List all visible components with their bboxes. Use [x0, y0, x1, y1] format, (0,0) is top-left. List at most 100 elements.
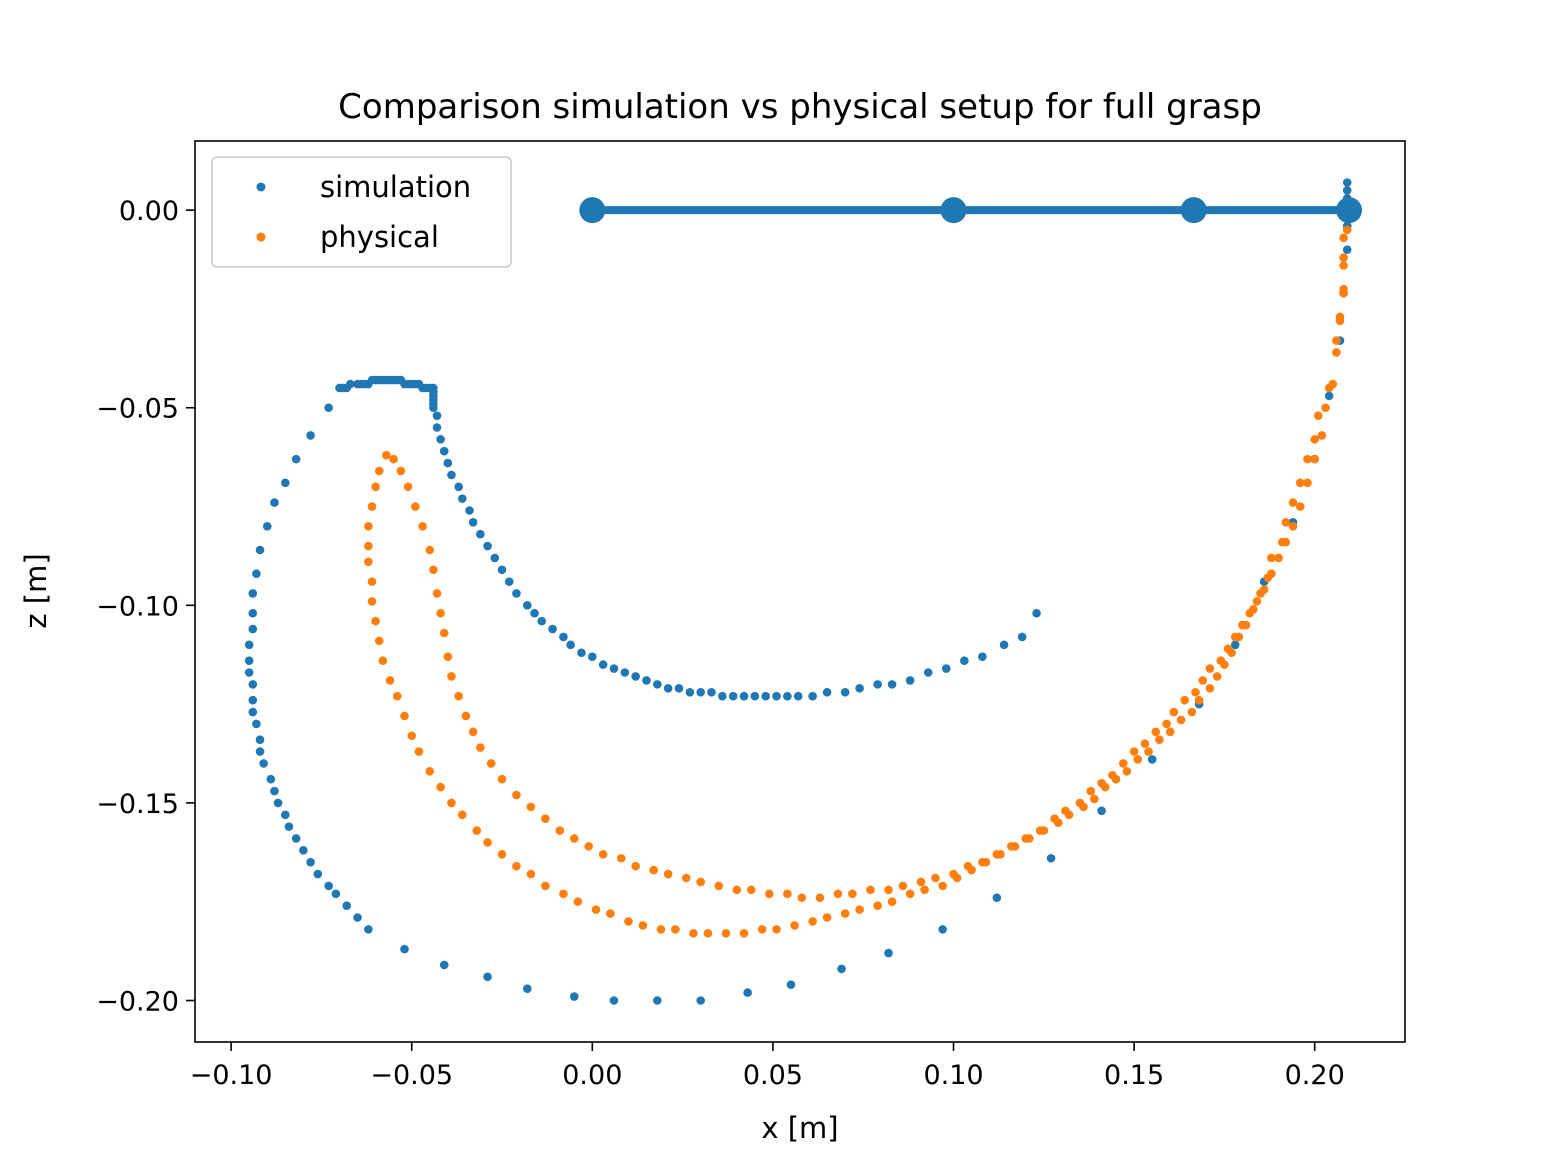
simulation-point — [530, 608, 539, 618]
physical-point — [486, 759, 496, 768]
physical-point — [411, 502, 420, 511]
physical-point — [1205, 684, 1215, 693]
physical-point — [367, 502, 377, 511]
simulation-point — [432, 423, 442, 432]
physical-point — [1086, 786, 1096, 796]
physical-point — [414, 747, 424, 756]
simulation-point — [443, 458, 453, 468]
physical-point — [616, 853, 626, 863]
physical-point — [815, 893, 825, 903]
physical-point — [1212, 672, 1222, 681]
physical-point — [1176, 715, 1186, 725]
simulation-point — [941, 664, 951, 673]
physical-point — [1122, 767, 1132, 776]
physical-point — [714, 881, 724, 891]
physical-point — [1108, 770, 1117, 780]
simulation-point — [252, 719, 261, 729]
physical-point — [598, 849, 608, 859]
physical-point — [1295, 502, 1305, 511]
x-tick-label: 0.10 — [923, 1060, 983, 1091]
simulation-point — [291, 454, 301, 464]
simulation-point — [280, 810, 290, 820]
physical-point — [497, 849, 507, 859]
simulation-point — [252, 569, 261, 579]
simulation-point — [884, 948, 893, 958]
simulation-point — [696, 687, 705, 697]
simulation-point — [642, 676, 651, 685]
simulation-point — [566, 640, 575, 650]
simulation-point — [577, 648, 586, 658]
physical-point — [671, 925, 680, 934]
physical-point — [797, 893, 807, 903]
simulation-point — [761, 691, 770, 701]
physical-point — [1295, 478, 1305, 488]
y-axis: 0.00 −0.05 −0.10 −0.15 −0.20 — [96, 196, 195, 1018]
physical-point — [1332, 336, 1341, 345]
physical-point — [400, 711, 409, 721]
physical-point — [696, 877, 705, 887]
simulation-point — [1342, 178, 1352, 187]
physical-point — [472, 826, 482, 835]
legend-marker-simulation — [256, 182, 266, 192]
physical-point — [938, 881, 947, 891]
physical-point — [1050, 814, 1059, 824]
simulation-point — [822, 687, 832, 697]
physical-point — [447, 672, 456, 681]
x-tick-label: 0.20 — [1285, 1060, 1345, 1091]
physical-point — [1198, 676, 1208, 685]
physical-point — [555, 826, 565, 835]
physical-point — [822, 913, 832, 922]
simulation-point — [840, 687, 850, 697]
simulation-point — [342, 901, 352, 910]
physical-point — [1281, 518, 1291, 527]
x-tick-label: −0.10 — [190, 1060, 273, 1091]
physical-point — [1090, 794, 1099, 804]
simulation-point — [447, 470, 456, 480]
simulation-point — [978, 652, 987, 662]
physical-point — [887, 897, 897, 907]
simulation-point — [284, 822, 294, 831]
simulation-point — [306, 857, 315, 867]
simulation-point — [291, 834, 301, 843]
simulation-point — [855, 684, 864, 693]
physical-point — [739, 929, 749, 938]
x-tick-label: 0.15 — [1104, 1060, 1164, 1091]
simulation-point — [255, 545, 265, 555]
simulation-point — [653, 680, 662, 689]
physical-point — [978, 857, 987, 867]
simulation-point — [280, 478, 290, 488]
physical-point — [385, 676, 395, 685]
plot-area — [244, 178, 1363, 1005]
physical-point — [1332, 348, 1341, 357]
simulation-point — [454, 482, 463, 492]
simulation-point — [743, 988, 752, 997]
axes-frame — [194, 140, 1406, 1043]
physical-point — [432, 589, 442, 598]
simulation-point — [663, 684, 673, 693]
physical-point — [526, 869, 536, 879]
physical-point — [447, 798, 456, 808]
simulation-point — [696, 996, 705, 1005]
physical-point — [1129, 747, 1139, 756]
simulation-point — [248, 589, 258, 598]
simulation-point — [364, 925, 373, 934]
simulation-point — [537, 616, 547, 626]
simulation-point — [548, 624, 557, 634]
simulation-point — [653, 996, 662, 1005]
physical-point — [569, 834, 579, 843]
physical-point — [573, 897, 583, 907]
simulation-point — [707, 687, 716, 697]
link-joint — [940, 197, 967, 224]
y-tick-label: −0.20 — [96, 987, 179, 1018]
physical-point — [468, 727, 478, 737]
physical-point — [1205, 664, 1215, 673]
physical-point — [476, 743, 485, 752]
simulation-point — [259, 759, 268, 768]
simulation-point — [1342, 245, 1352, 254]
series-physical — [364, 225, 1352, 938]
physical-point — [364, 541, 373, 551]
physical-point — [1288, 498, 1298, 507]
physical-point — [663, 869, 673, 879]
physical-point — [884, 885, 893, 895]
